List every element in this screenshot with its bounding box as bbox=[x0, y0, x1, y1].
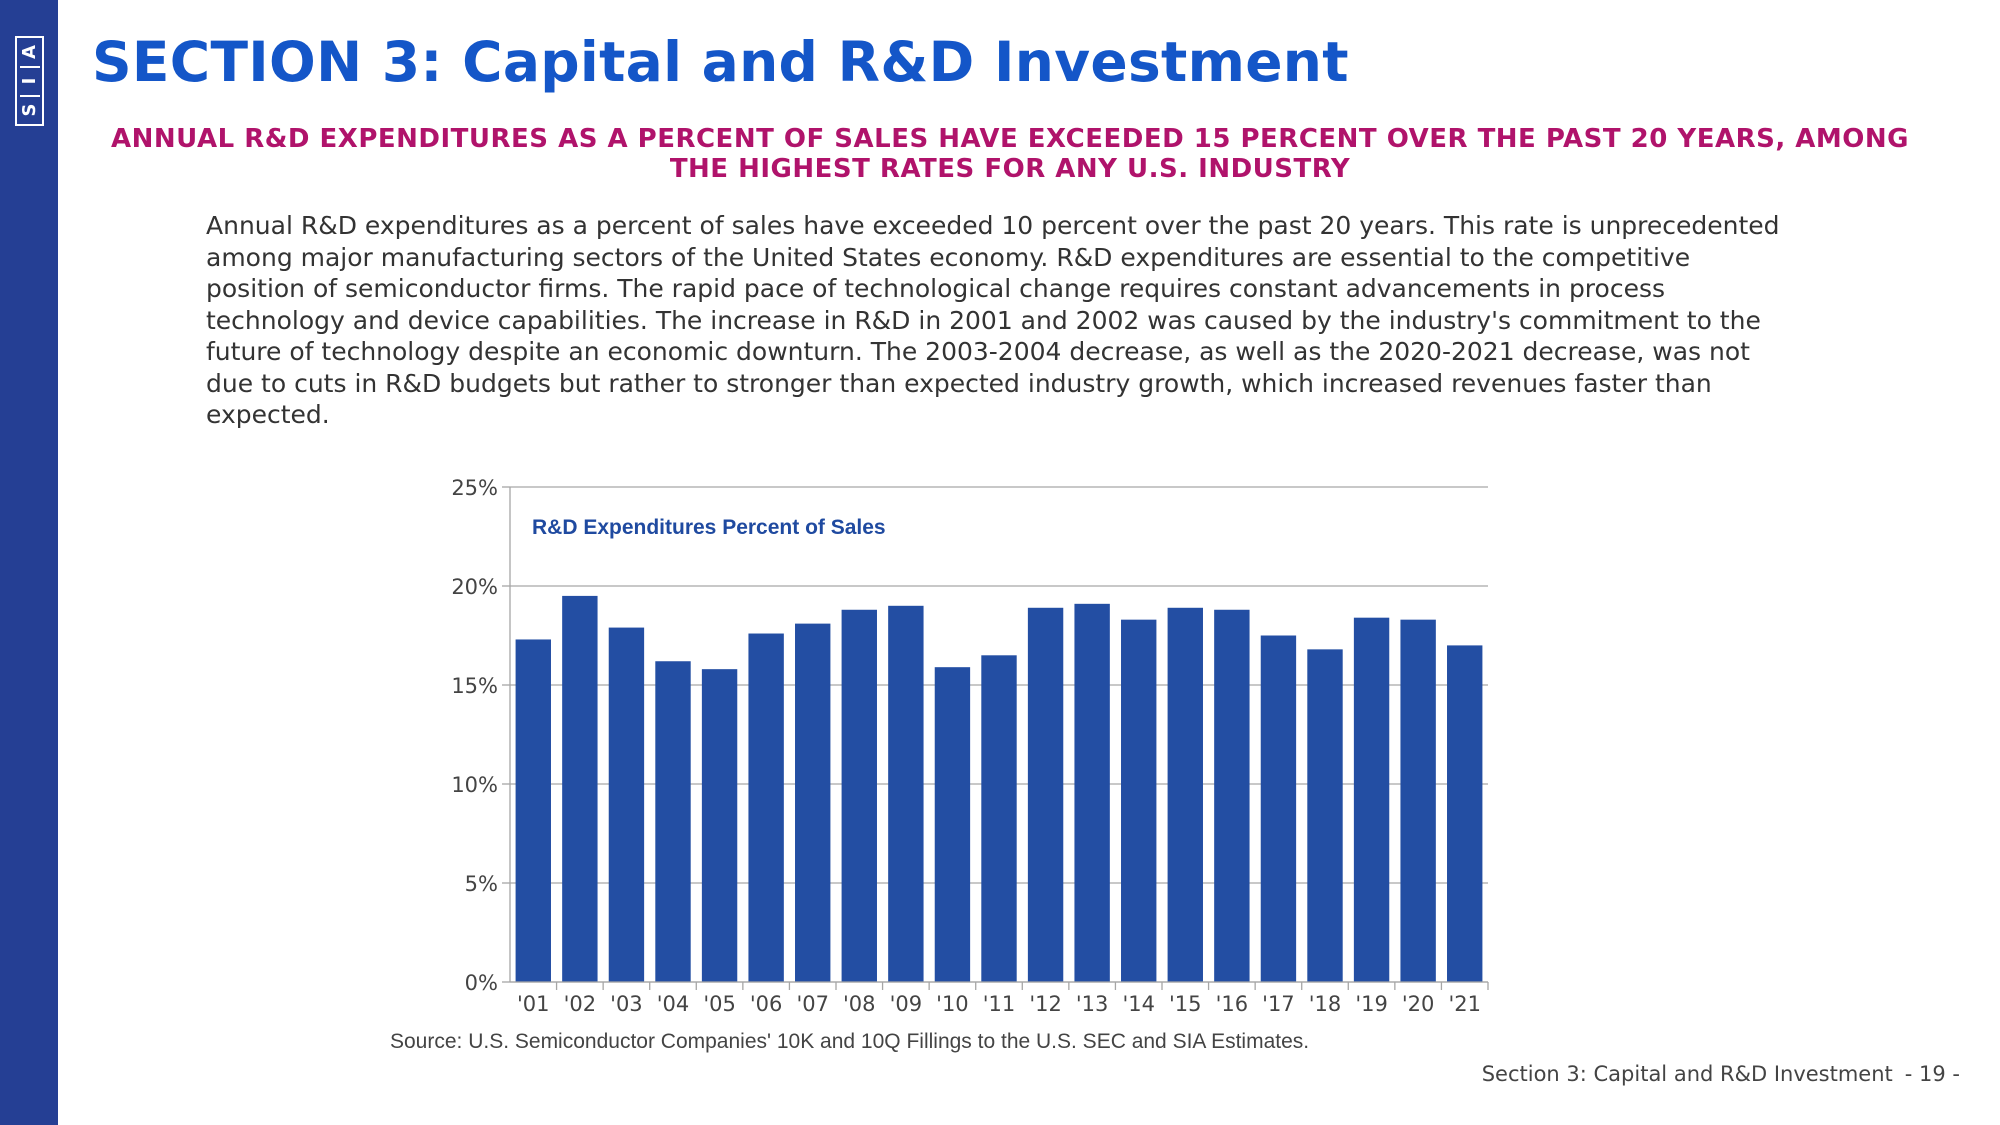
bar bbox=[841, 609, 877, 982]
bar bbox=[1167, 607, 1203, 982]
bar bbox=[934, 667, 971, 982]
logo-separator bbox=[19, 65, 40, 68]
x-tick-label: '05 bbox=[703, 992, 736, 1016]
x-tick-label: '14 bbox=[1122, 992, 1155, 1016]
y-tick-label: 10% bbox=[451, 773, 498, 797]
source-note: Source: U.S. Semiconductor Companies' 10… bbox=[390, 1030, 1310, 1053]
bar bbox=[795, 623, 831, 982]
chart-title: R&D Expenditures Percent of Sales bbox=[532, 516, 886, 539]
logo-separator bbox=[19, 94, 40, 97]
x-tick-label: '10 bbox=[936, 992, 969, 1016]
bar bbox=[515, 639, 551, 982]
x-tick-label: '17 bbox=[1262, 992, 1295, 1016]
bar bbox=[888, 605, 924, 982]
bar bbox=[1027, 607, 1064, 982]
y-tick-label: 15% bbox=[451, 674, 498, 698]
bar bbox=[1400, 619, 1436, 982]
x-tick-label: '04 bbox=[657, 992, 690, 1016]
bar bbox=[608, 627, 645, 982]
x-tick-label: '06 bbox=[750, 992, 783, 1016]
bar bbox=[1121, 619, 1157, 982]
sia-logo: A I S bbox=[15, 36, 44, 126]
x-tick-label: '20 bbox=[1402, 992, 1435, 1016]
y-tick-label: 25% bbox=[451, 476, 498, 500]
sidebar-band: A I S bbox=[0, 0, 58, 1125]
logo-letter: I bbox=[18, 77, 40, 85]
x-tick-label: '03 bbox=[610, 992, 643, 1016]
footer-section: Section 3: Capital and R&D Investment bbox=[1481, 1062, 1893, 1086]
x-tick-label: '12 bbox=[1029, 992, 1062, 1016]
x-tick-label: '19 bbox=[1355, 992, 1388, 1016]
x-tick-label: '18 bbox=[1309, 992, 1342, 1016]
x-tick-label: '16 bbox=[1216, 992, 1249, 1016]
bar bbox=[748, 633, 784, 982]
body-paragraph: Annual R&D expenditures as a percent of … bbox=[206, 211, 1780, 429]
x-tick-label: '11 bbox=[983, 992, 1016, 1016]
x-tick-label: '01 bbox=[517, 992, 550, 1016]
page-footer: Section 3: Capital and R&D Investment - 1… bbox=[1482, 1062, 1960, 1086]
y-tick-label: 5% bbox=[465, 872, 498, 896]
bar bbox=[1447, 645, 1483, 982]
x-tick-label: '07 bbox=[796, 992, 829, 1016]
bar bbox=[1307, 649, 1343, 982]
bar bbox=[655, 661, 691, 982]
x-tick-label: '09 bbox=[890, 992, 923, 1016]
x-tick-label: '08 bbox=[843, 992, 876, 1016]
bar bbox=[981, 655, 1017, 982]
y-tick-label: 20% bbox=[451, 575, 498, 599]
x-tick-label: '13 bbox=[1076, 992, 1109, 1016]
x-tick-label: '15 bbox=[1169, 992, 1202, 1016]
x-tick-label: '21 bbox=[1448, 992, 1481, 1016]
x-tick-label: '02 bbox=[564, 992, 597, 1016]
logo-letter: A bbox=[18, 45, 40, 59]
page-title: SECTION 3: Capital and R&D Investment bbox=[92, 30, 1349, 94]
bar bbox=[1074, 603, 1110, 982]
bar bbox=[1214, 609, 1250, 982]
y-tick-label: 0% bbox=[465, 971, 498, 995]
logo-letter: S bbox=[18, 103, 40, 117]
bar bbox=[1260, 635, 1297, 982]
page-subtitle: ANNUAL R&D EXPENDITURES AS A PERCENT OF … bbox=[111, 124, 1909, 184]
bar bbox=[562, 595, 598, 982]
page-number: - 19 - bbox=[1904, 1062, 1960, 1086]
bar bbox=[1353, 617, 1390, 982]
bar bbox=[701, 669, 738, 982]
